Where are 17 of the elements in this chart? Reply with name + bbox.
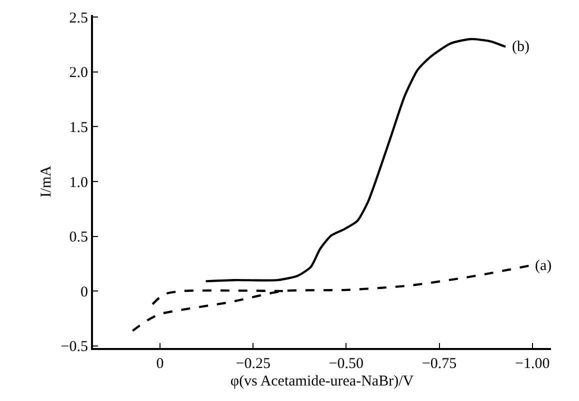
x-tick-label: −1.00	[515, 356, 550, 372]
y-axis-title: I/mA	[38, 166, 55, 198]
series-label: (b)	[512, 39, 530, 55]
series-label: (a)	[535, 258, 552, 274]
x-tick-label: −0.50	[328, 356, 364, 372]
x-tick-label: −0.25	[236, 356, 270, 372]
y-tick-label: 0	[80, 284, 88, 300]
y-tick-label: 2.5	[69, 10, 88, 26]
x-tick-label: −0.75	[422, 356, 457, 372]
y-tick-label: 1.0	[69, 174, 88, 191]
y-tick-label: 2.0	[69, 65, 88, 82]
y-tick-label: 1.5	[69, 120, 88, 136]
x-tick-label: 0	[156, 356, 164, 372]
y-tick-label: 0.5	[69, 230, 88, 246]
line-series	[204, 38, 507, 282]
y-tick-label: −0.5	[60, 339, 88, 356]
x-axis-title: φ(vs Acetamide-urea-NaBr)/V	[230, 374, 414, 390]
